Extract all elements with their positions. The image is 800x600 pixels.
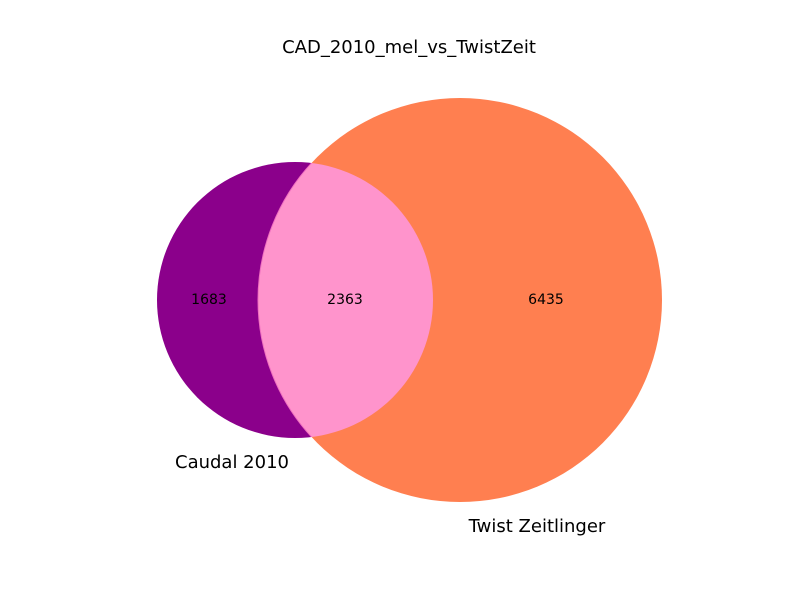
overlap-region (257, 162, 433, 438)
caudal-2010-label: Caudal 2010 (175, 452, 289, 473)
shared-count: 2363 (327, 292, 363, 308)
diagram-title: CAD_2010_mel_vs_TwistZeit (282, 37, 536, 58)
only-caudal-count: 1683 (191, 292, 227, 308)
only-twist-count: 6435 (528, 292, 564, 308)
twist-zeitlinger-label: Twist Zeitlinger (468, 516, 606, 537)
